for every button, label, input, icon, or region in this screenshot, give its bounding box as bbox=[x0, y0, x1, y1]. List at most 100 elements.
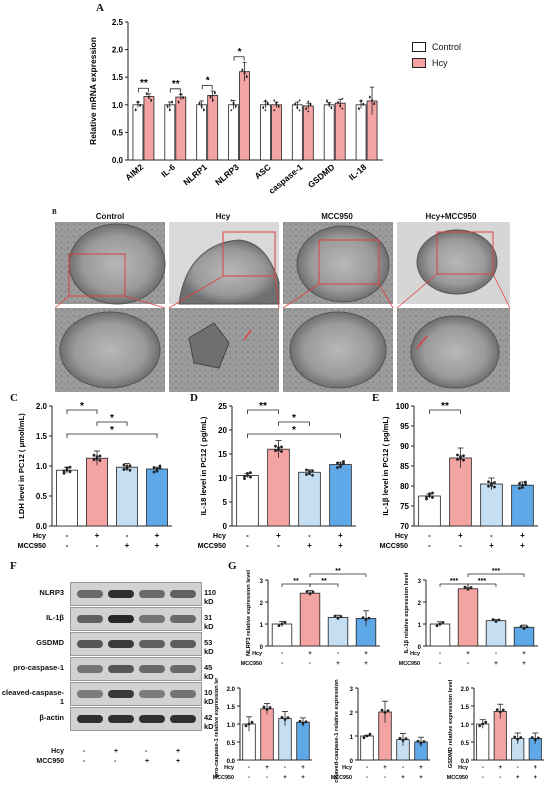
bar bbox=[164, 104, 176, 161]
em-hcy-low bbox=[169, 222, 280, 305]
significance-mark: ** bbox=[293, 578, 299, 585]
wb-band-strip bbox=[70, 632, 202, 656]
data-point bbox=[478, 724, 482, 728]
wb-treatment-label-hcy: Hcy bbox=[51, 748, 64, 755]
wb-treatment-sign: - bbox=[83, 758, 86, 765]
y-tick-label: 70 bbox=[400, 522, 409, 531]
data-point bbox=[308, 472, 311, 476]
data-point bbox=[416, 739, 420, 743]
bar bbox=[207, 95, 219, 161]
data-point bbox=[422, 740, 426, 743]
data-point bbox=[243, 474, 246, 478]
y-tick-label: 5 bbox=[223, 498, 228, 507]
x-tick-label: AIM2 bbox=[123, 162, 145, 183]
data-point bbox=[262, 705, 266, 709]
western-blot: NLRP3 110 kD IL-1β 31 kD GSDMD 53 kD pro-caspa… bbox=[0, 582, 220, 742]
data-point bbox=[244, 724, 248, 728]
panel-a-chart: 0.0 0.5 1.0 1.5 2.0 2.5 Relative mRNA expressi… bbox=[88, 18, 383, 196]
data-point bbox=[301, 722, 305, 725]
bar bbox=[260, 104, 271, 161]
data-point bbox=[145, 92, 148, 95]
panel-g-chart-pro-caspase1: 0.0 0.5 1.0 1.5 2.0 pro-caspase-1 relative ex… bbox=[213, 678, 312, 781]
data-point bbox=[519, 625, 523, 628]
data-point bbox=[122, 463, 126, 467]
data-point bbox=[98, 459, 102, 462]
treatment-hcy-sign: + bbox=[155, 531, 160, 540]
legend-swatch-control bbox=[412, 42, 426, 52]
bar bbox=[355, 104, 367, 161]
panel-c-chart: 0.0 0.5 1.0 1.5 2.0 LDH level in PC12 ( μmol/… bbox=[17, 401, 172, 550]
em-title-mcc950: MCC950 bbox=[321, 212, 353, 221]
treatment-mcc950-sign: + bbox=[494, 661, 498, 667]
treatment-mcc950-sign: + bbox=[336, 661, 340, 667]
data-point bbox=[337, 101, 339, 103]
data-point bbox=[128, 468, 132, 472]
data-point bbox=[280, 622, 284, 626]
data-point bbox=[497, 618, 501, 622]
y-axis-label: GSDMD relative expression level bbox=[448, 679, 454, 768]
data-point bbox=[68, 470, 72, 474]
data-point bbox=[484, 720, 488, 724]
treatment-mcc950-sign: + bbox=[520, 541, 525, 550]
legend-label-control: Control bbox=[432, 42, 462, 52]
data-point bbox=[305, 107, 308, 110]
data-point bbox=[298, 719, 302, 723]
data-point bbox=[280, 445, 283, 449]
data-point bbox=[230, 99, 233, 102]
treatment-label-mcc950: MCC950 bbox=[198, 541, 226, 550]
wb-protein-label: β-actin bbox=[39, 713, 64, 722]
y-tick-label: 1.5 bbox=[36, 432, 48, 441]
bar bbox=[323, 104, 335, 161]
data-point bbox=[213, 91, 216, 94]
data-point bbox=[277, 624, 281, 628]
data-point bbox=[462, 458, 465, 462]
treatment-hcy-sign: + bbox=[383, 765, 387, 771]
data-point bbox=[386, 709, 390, 713]
wb-band-strip bbox=[70, 607, 202, 631]
data-point bbox=[209, 95, 212, 98]
treatment-mcc950-sign: - bbox=[96, 541, 99, 550]
y-axis-label: IL-1β level in PC12 ( pg/mL) bbox=[381, 416, 390, 516]
data-point bbox=[298, 109, 301, 112]
data-point bbox=[516, 737, 520, 741]
data-point bbox=[262, 106, 265, 108]
data-point bbox=[342, 460, 345, 463]
data-point bbox=[498, 710, 502, 714]
treatment-hcy-sign: + bbox=[95, 531, 100, 540]
y-tick-label: 0 bbox=[418, 645, 422, 651]
data-point bbox=[536, 736, 540, 740]
data-point bbox=[283, 620, 287, 624]
wb-kd-label: 53 kD bbox=[204, 638, 214, 656]
wb-band bbox=[108, 715, 134, 723]
significance-mark: * bbox=[80, 401, 84, 412]
y-axis-label: IL-1β relative expression level bbox=[404, 572, 410, 653]
treatment-label-hcy: Hcy bbox=[342, 765, 352, 771]
wb-row: NLRP3 110 kD bbox=[0, 582, 220, 606]
y-tick-label: 2 bbox=[350, 711, 354, 717]
data-point bbox=[179, 92, 182, 95]
data-point bbox=[428, 492, 431, 496]
wb-band-strip bbox=[70, 682, 202, 706]
data-point bbox=[155, 467, 159, 471]
data-point bbox=[264, 99, 267, 102]
data-point bbox=[230, 109, 233, 112]
significance-mark: ** bbox=[441, 401, 449, 412]
wb-treatment-sign: + bbox=[176, 748, 181, 755]
treatment-label-hcy: Hcy bbox=[224, 765, 234, 771]
wb-band bbox=[139, 690, 165, 698]
data-point bbox=[533, 738, 537, 742]
data-point bbox=[339, 465, 342, 469]
data-point bbox=[92, 458, 96, 462]
x-tick-label: IL-18 bbox=[347, 162, 369, 183]
treatment-mcc950-sign: - bbox=[281, 661, 283, 667]
data-point bbox=[177, 100, 180, 103]
y-tick-label: 15 bbox=[218, 450, 227, 459]
treatment-hcy-sign: - bbox=[439, 651, 441, 657]
bar bbox=[449, 457, 472, 527]
data-point bbox=[441, 620, 445, 624]
data-point bbox=[501, 708, 505, 712]
wb-band bbox=[108, 690, 134, 698]
treatment-hcy-sign: + bbox=[419, 765, 423, 771]
data-point bbox=[202, 108, 205, 111]
data-point bbox=[232, 101, 235, 104]
